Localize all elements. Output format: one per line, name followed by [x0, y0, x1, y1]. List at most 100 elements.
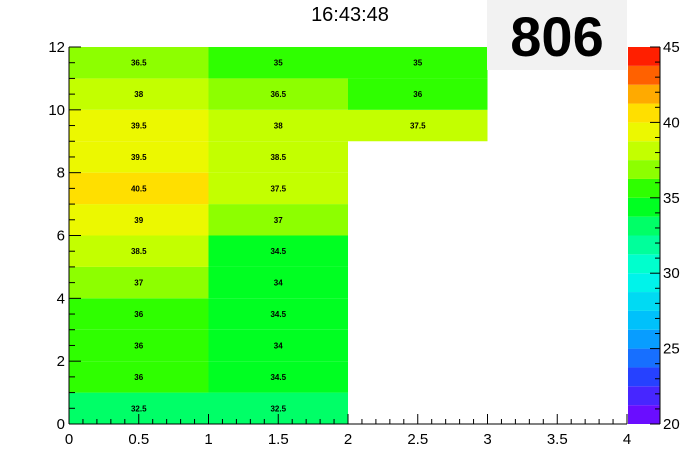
heatmap-cell	[348, 78, 488, 110]
cell-value-label: 37	[274, 216, 283, 225]
heatmap-cell	[69, 141, 209, 173]
heatmap-cell	[69, 109, 209, 142]
colorbar-segment	[628, 235, 660, 255]
x-tick-label: 1	[204, 431, 212, 448]
y-tick-label: 2	[57, 353, 65, 370]
cell-value-label: 36.5	[131, 59, 147, 68]
cell-value-label: 34	[274, 279, 283, 288]
colorbar-segment	[628, 386, 660, 406]
colorbar-tick-label: 45	[663, 39, 680, 56]
colorbar-segment	[628, 103, 660, 123]
heatmap-cell	[208, 47, 348, 79]
colorbar-segment	[628, 310, 660, 330]
axes: 0 0.5 1 1.5 2 2.5 3 3.5 4 0 2 4 6 8 10 12	[48, 39, 631, 448]
heatmap-cell	[69, 266, 209, 299]
colorbar-segment	[628, 197, 660, 217]
x-tick-label: 0.5	[128, 431, 149, 448]
y-tick-label: 10	[48, 102, 65, 119]
cell-value-label: 36	[134, 310, 143, 319]
y-tick-label: 12	[48, 39, 65, 56]
cell-value-label: 38.5	[270, 153, 286, 162]
heatmap-cell	[69, 361, 209, 393]
y-tick-label: 6	[57, 228, 65, 245]
colorbar-tick-label: 30	[663, 265, 680, 282]
colorbar-segment	[628, 47, 660, 66]
y-tick-label: 4	[57, 290, 65, 307]
cell-value-label: 34.5	[270, 247, 286, 256]
colorbar-tick-label: 20	[663, 416, 680, 433]
heatmap-cell	[69, 298, 209, 330]
event-counter: 806	[510, 5, 604, 68]
colorbar-segment	[628, 122, 660, 142]
x-tick-label: 3.5	[547, 431, 568, 448]
cell-value-label: 32.5	[270, 404, 286, 413]
colorbar-segment	[628, 348, 660, 368]
heatmap-cell	[208, 204, 348, 236]
cell-value-label: 34.5	[270, 373, 286, 382]
cell-value-label: 34.5	[270, 310, 286, 319]
heatmap-cell	[69, 204, 209, 236]
x-tick-label: 4	[623, 431, 631, 448]
colorbar-segment	[628, 216, 660, 236]
heatmap-cell	[208, 361, 348, 393]
cell-value-label: 37.5	[270, 184, 286, 193]
x-tick-label: 3	[483, 431, 491, 448]
heatmap-cell	[69, 329, 209, 362]
cell-value-label: 34	[274, 341, 283, 350]
heatmap-cell	[69, 47, 209, 79]
heatmap-cell-labels: 32.5 32.5 36 34.5 36 34 36 34.5 37 34 38.5 34.5 39 37…	[131, 59, 426, 414]
chart-title: 16:43:48	[311, 4, 389, 26]
heatmap-cell	[69, 172, 209, 205]
heatmap-cell	[208, 141, 348, 173]
y-tick-label: 0	[57, 416, 65, 433]
heatmap-cell	[208, 172, 348, 205]
cell-value-label: 37.5	[410, 122, 426, 131]
cell-value-label: 35	[413, 59, 422, 68]
cell-value-label: 36	[413, 90, 422, 99]
colorbar-tick-label: 35	[663, 190, 680, 207]
heatmap-cell	[69, 78, 209, 110]
cell-value-label: 40.5	[131, 184, 147, 193]
heatmap-cells	[69, 47, 488, 424]
cell-value-label: 38	[274, 122, 283, 131]
cell-value-label: 38.5	[131, 247, 147, 256]
heatmap-cell	[208, 109, 348, 142]
x-tick-label: 2	[344, 431, 352, 448]
cell-value-label: 36	[134, 341, 143, 350]
cell-value-label: 39.5	[131, 153, 147, 162]
heatmap-cell	[208, 266, 348, 299]
colorbar-segment	[628, 84, 660, 104]
colorbar-segment	[628, 405, 660, 424]
heatmap-cell	[348, 47, 488, 79]
cell-value-label: 38	[134, 90, 143, 99]
colorbar-tick-label: 25	[663, 341, 680, 358]
heatmap-cell	[208, 235, 348, 267]
x-tick-label: 2.5	[407, 431, 428, 448]
colorbar-segment	[628, 141, 660, 161]
heatmap-cell	[208, 78, 348, 110]
heatmap-cell	[348, 109, 488, 142]
cell-value-label: 37	[134, 279, 143, 288]
cell-value-label: 39.5	[131, 122, 147, 131]
colorbar-segment	[628, 292, 660, 311]
cell-value-label: 35	[274, 59, 283, 68]
heatmap-cell	[208, 329, 348, 362]
x-tick-label: 0	[65, 431, 73, 448]
colorbar-segment	[628, 254, 660, 274]
cell-value-label: 36	[134, 373, 143, 382]
colorbar-segment	[628, 329, 660, 349]
x-tick-label: 1.5	[268, 431, 289, 448]
colorbar-segment	[628, 160, 660, 179]
cell-value-label: 32.5	[131, 404, 147, 413]
heatmap-cell	[69, 235, 209, 267]
event-counter-box: 806	[487, 0, 627, 70]
colorbar-segment	[628, 273, 660, 293]
cell-value-label: 36.5	[270, 90, 286, 99]
colorbar-segment	[628, 367, 660, 387]
heatmap-cell	[208, 298, 348, 330]
colorbar-segment	[628, 65, 660, 85]
colorbar-tick-label: 40	[663, 114, 680, 131]
cell-value-label: 39	[134, 216, 143, 225]
colorbar: 20 25 30 35 40 45	[628, 39, 680, 433]
